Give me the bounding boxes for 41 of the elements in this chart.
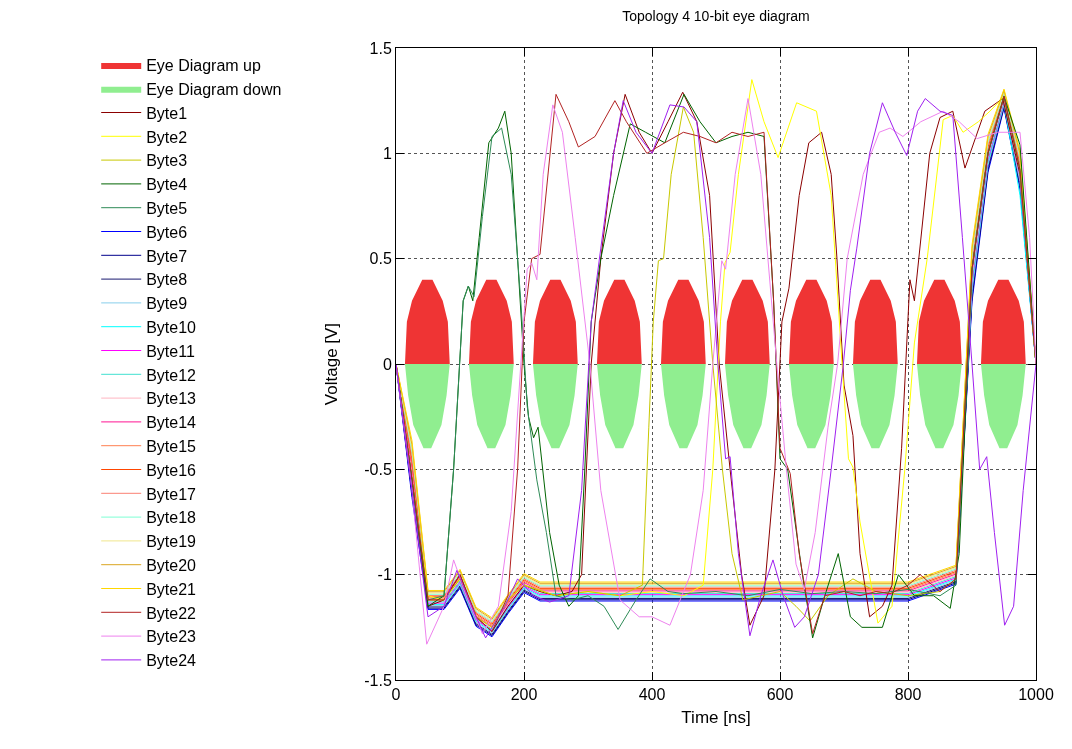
legend-label: Byte16 xyxy=(146,461,197,479)
legend-label: Byte6 xyxy=(146,223,188,241)
legend-label: Byte15 xyxy=(146,437,197,455)
y-tick-label: 1.5 xyxy=(369,39,392,57)
legend-label: Eye Diagram down xyxy=(146,80,282,98)
legend-label: Byte3 xyxy=(146,152,188,170)
legend-label: Byte12 xyxy=(146,366,197,384)
legend-label: Eye Diagram up xyxy=(146,57,262,75)
legend-label: Byte10 xyxy=(146,318,197,336)
y-tick-label: 0.5 xyxy=(369,250,392,268)
x-tick-label: 400 xyxy=(638,686,666,704)
legend-label: Byte13 xyxy=(146,390,197,408)
x-tick-label: 800 xyxy=(894,686,922,704)
legend-label: Byte11 xyxy=(146,342,195,360)
legend-label: Byte23 xyxy=(146,628,197,646)
legend-label: Byte17 xyxy=(146,485,197,503)
x-axis-title: Time [ns] xyxy=(681,707,751,727)
legend-label: Byte21 xyxy=(146,580,197,598)
x-tick-label: 600 xyxy=(766,686,794,704)
legend-label: Byte5 xyxy=(146,199,188,217)
x-tick-label: 200 xyxy=(510,686,538,704)
y-tick-label: -1 xyxy=(377,566,392,584)
chart-title: Topology 4 10-bit eye diagram xyxy=(622,8,810,25)
y-tick-label: -0.5 xyxy=(364,460,392,478)
legend-label: Byte19 xyxy=(146,533,197,551)
y-tick-label: 0 xyxy=(382,355,392,373)
legend-label: Byte1 xyxy=(146,104,188,122)
legend-label: Byte22 xyxy=(146,604,197,622)
legend-label: Byte24 xyxy=(146,652,197,670)
legend-label: Byte4 xyxy=(146,176,188,194)
y-tick-label: 1 xyxy=(382,144,392,162)
y-axis-title: Voltage [V] xyxy=(321,322,341,406)
legend-label: Byte2 xyxy=(146,128,188,146)
legend-label: Byte14 xyxy=(146,414,197,432)
x-tick-label: 1000 xyxy=(1018,686,1054,704)
legend-label: Byte20 xyxy=(146,556,197,574)
y-tick-label: -1.5 xyxy=(364,671,392,689)
legend-label: Byte8 xyxy=(146,271,188,289)
legend-label: Byte9 xyxy=(146,295,188,313)
legend-label: Byte18 xyxy=(146,509,197,527)
legend-label: Byte7 xyxy=(146,247,188,265)
